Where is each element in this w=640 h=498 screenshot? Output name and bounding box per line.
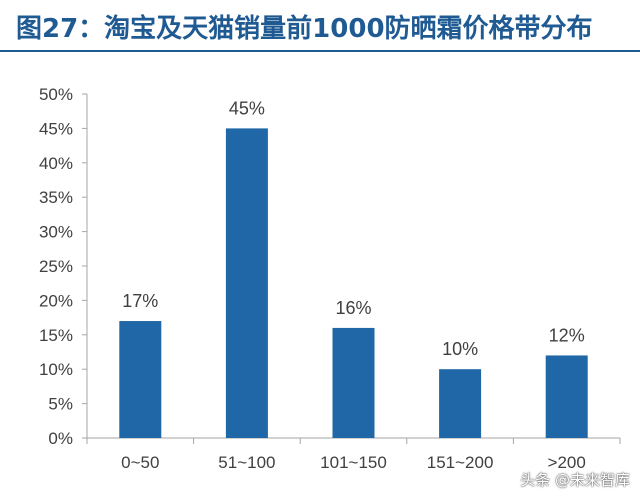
bar bbox=[439, 369, 482, 438]
watermark: 头条 @未来智库 bbox=[520, 471, 630, 489]
data-label: 17% bbox=[122, 291, 158, 311]
y-tick-label: 50% bbox=[39, 85, 73, 104]
y-tick-label: 35% bbox=[39, 188, 73, 207]
data-label: 16% bbox=[335, 298, 371, 318]
y-tick-label: 40% bbox=[39, 154, 73, 173]
y-tick-label: 0% bbox=[48, 429, 73, 448]
bar bbox=[225, 128, 268, 438]
title-rule bbox=[0, 50, 640, 52]
y-tick-label: 5% bbox=[48, 395, 73, 414]
y-tick-label: 25% bbox=[39, 257, 73, 276]
y-tick-label: 20% bbox=[39, 291, 73, 310]
data-label: 12% bbox=[549, 325, 585, 345]
x-tick-label: 151~200 bbox=[427, 453, 494, 472]
y-tick-label: 45% bbox=[39, 119, 73, 138]
data-label: 10% bbox=[442, 339, 478, 359]
bar bbox=[119, 321, 162, 438]
y-tick-label: 10% bbox=[39, 360, 73, 379]
bar bbox=[332, 327, 375, 438]
data-label: 45% bbox=[229, 98, 265, 118]
chart-title: 图27：淘宝及天猫销量前1000防晒霜价格带分布 bbox=[16, 14, 593, 44]
x-tick-label: >200 bbox=[548, 453, 586, 472]
x-tick-label: 51~100 bbox=[218, 453, 275, 472]
y-tick-label: 15% bbox=[39, 326, 73, 345]
title-bar: 图27：淘宝及天猫销量前1000防晒霜价格带分布 bbox=[0, 0, 640, 52]
bar-chart: 0% 5% 10% 15% 20% 25% 30% 35% 40% 45% 50% 17% 0~50 45… bbox=[39, 85, 621, 472]
x-tick-label: 0~50 bbox=[121, 453, 159, 472]
bar bbox=[545, 355, 588, 438]
x-tick-label: 101~150 bbox=[320, 453, 387, 472]
y-tick-label: 30% bbox=[39, 223, 73, 242]
